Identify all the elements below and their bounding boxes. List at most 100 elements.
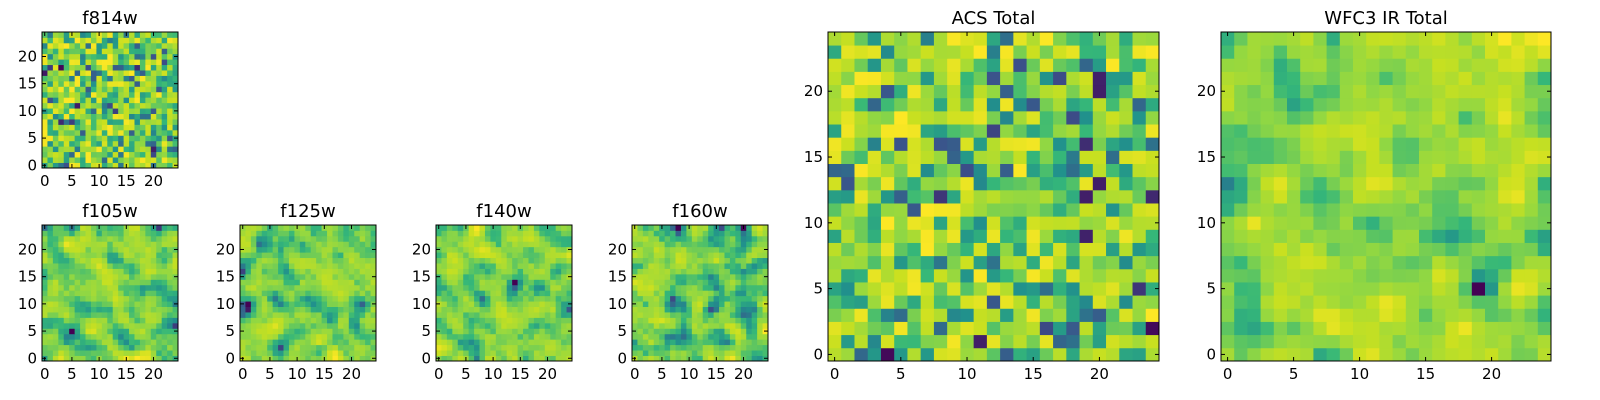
heatmap-cell: [512, 339, 518, 346]
heatmap-cell: [145, 252, 152, 259]
heatmap-cell: [145, 70, 152, 76]
heatmap-cell: [512, 350, 518, 356]
heatmap-cell: [85, 75, 92, 82]
heatmap-cell: [167, 241, 173, 248]
heatmap-cell: [867, 321, 882, 336]
heatmap-cell: [1445, 229, 1459, 243]
heatmap-cell: [933, 295, 948, 309]
heatmap-cell: [463, 317, 470, 324]
heatmap-cell: [452, 268, 459, 275]
heatmap-cell: [1260, 176, 1275, 191]
heatmap-cell: [1313, 334, 1327, 349]
heatmap-cell: [261, 339, 268, 346]
heatmap-cell: [474, 235, 480, 242]
heatmap-cell: [118, 124, 124, 131]
heatmap-cell: [1273, 255, 1288, 270]
heatmap-cell: [343, 306, 350, 313]
heatmap-cell: [107, 53, 114, 60]
heatmap-cell: [1485, 242, 1499, 257]
x-tick-label: 10: [288, 365, 307, 383]
heatmap-cell: [436, 339, 442, 346]
heatmap-cell: [337, 339, 344, 346]
heatmap-cell: [1053, 295, 1067, 309]
heatmap-cell: [880, 255, 895, 270]
heatmap-cell: [1419, 242, 1433, 257]
heatmap-cell: [1066, 268, 1080, 283]
heatmap-cell: [697, 225, 704, 231]
heatmap-cell: [250, 225, 257, 231]
heatmap-cell: [1039, 268, 1054, 283]
heatmap-cell: [278, 279, 284, 286]
heatmap-cell: [327, 284, 333, 291]
heatmap-cell: [359, 230, 366, 237]
heatmap-cell: [1053, 176, 1067, 191]
heatmap-cell: [1132, 347, 1147, 362]
heatmap-cell: [670, 225, 676, 231]
heatmap-cell: [642, 328, 649, 335]
heatmap-cell: [501, 317, 508, 324]
heatmap-cell: [675, 317, 682, 324]
heatmap-cell: [708, 252, 714, 259]
heatmap-cell: [370, 235, 377, 242]
heatmap-cell: [58, 235, 65, 242]
heatmap-cell: [310, 241, 317, 248]
heatmap-cell: [539, 295, 546, 302]
heatmap-cell: [240, 279, 246, 286]
heatmap-cell: [907, 255, 922, 270]
heatmap-cell: [134, 48, 141, 55]
heatmap-cell: [167, 263, 173, 269]
heatmap-cell: [139, 129, 146, 136]
heatmap-cell: [675, 230, 682, 237]
heatmap-cell: [947, 295, 961, 309]
heatmap-cell: [1392, 203, 1407, 217]
heatmap-cell: [310, 306, 317, 313]
heatmap-cell: [1432, 216, 1446, 230]
heatmap-cell: [139, 301, 146, 307]
heatmap-cell: [1106, 295, 1120, 309]
heatmap-cell: [436, 322, 442, 329]
heatmap-cell: [653, 355, 660, 362]
heatmap-cell: [828, 45, 842, 59]
heatmap-cell: [310, 355, 317, 362]
heatmap-cell: [139, 235, 146, 242]
heatmap-cell: [167, 295, 173, 302]
heatmap-cell: [1537, 268, 1552, 283]
heatmap-cell: [134, 350, 141, 356]
heatmap-cell: [80, 273, 86, 280]
heatmap-cell: [762, 312, 769, 318]
heatmap-cell: [42, 333, 48, 340]
heatmap-cell: [90, 124, 97, 131]
heatmap-cell: [69, 42, 76, 49]
heatmap-cell: [724, 284, 731, 291]
heatmap-cell: [161, 91, 168, 98]
heatmap-cell: [490, 350, 497, 356]
heatmap-cell: [1260, 229, 1275, 243]
heatmap-cell: [123, 312, 130, 318]
heatmap-cell: [365, 317, 371, 324]
heatmap-cell: [107, 246, 114, 253]
heatmap-cell: [637, 290, 644, 297]
heatmap-cell: [58, 91, 65, 98]
heatmap-cell: [533, 350, 540, 356]
heatmap-cell: [256, 312, 263, 318]
heatmap-cell: [528, 290, 535, 297]
heatmap-cell: [675, 306, 682, 313]
heatmap-cell: [1379, 282, 1393, 296]
heatmap-cell: [1392, 124, 1407, 138]
heatmap-cell: [161, 32, 168, 38]
heatmap-cell: [47, 295, 54, 302]
heatmap-cell: [63, 312, 70, 318]
heatmap-cell: [713, 322, 720, 329]
heatmap-cell: [1537, 84, 1552, 99]
heatmap-cell: [172, 317, 179, 324]
heatmap-cell: [145, 157, 152, 163]
heatmap-cell: [156, 140, 163, 147]
heatmap-cell: [506, 257, 513, 264]
heatmap-cell: [659, 295, 666, 302]
heatmap-cell: [167, 53, 173, 60]
heatmap-cell: [1234, 163, 1248, 178]
heatmap-cell: [365, 241, 371, 248]
heatmap-cell: [1313, 308, 1327, 322]
heatmap-cell: [1458, 308, 1473, 322]
heatmap-cell: [123, 140, 130, 147]
